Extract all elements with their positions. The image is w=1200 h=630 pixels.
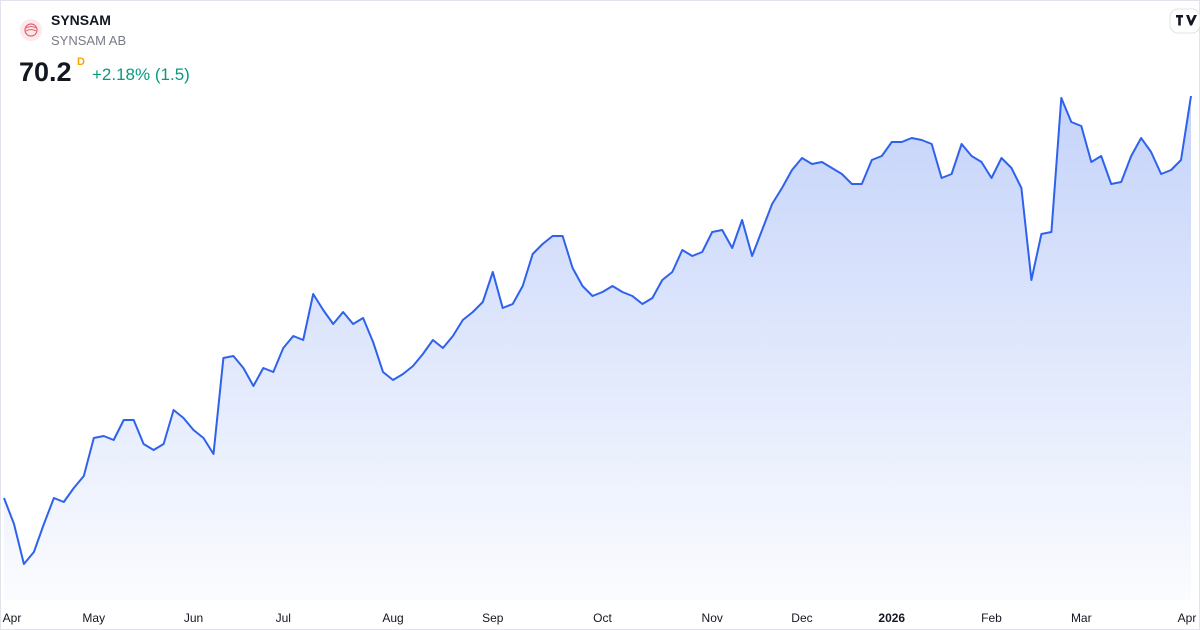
x-tick-label: Nov <box>702 611 723 625</box>
x-tick-label: Sep <box>482 611 504 625</box>
price: 70.2 <box>19 57 72 87</box>
price-change: +2.18% (1.5) <box>92 65 190 84</box>
x-tick-label: Dec <box>791 611 812 625</box>
x-tick-label: May <box>82 611 105 625</box>
x-tick-label: Apr <box>1178 611 1197 625</box>
x-tick-label: Apr <box>3 611 22 625</box>
x-tick-label: Mar <box>1071 611 1092 625</box>
symbol: SYNSAM <box>51 12 111 28</box>
x-tick-label: Oct <box>593 611 612 625</box>
company-name: SYNSAM AB <box>51 33 126 48</box>
tradingview-logo <box>1169 8 1200 34</box>
x-tick-label: 2026 <box>878 611 905 625</box>
price-line <box>3 95 1192 565</box>
x-tick-label: Jul <box>276 611 291 625</box>
x-tick-label: Feb <box>981 611 1002 625</box>
market-flag: D <box>77 56 85 68</box>
area-fill <box>4 96 1191 600</box>
x-tick-label: Jun <box>184 611 203 625</box>
plot-area <box>3 95 1192 600</box>
symbol-logo <box>20 19 42 41</box>
x-tick-label: Aug <box>382 611 403 625</box>
